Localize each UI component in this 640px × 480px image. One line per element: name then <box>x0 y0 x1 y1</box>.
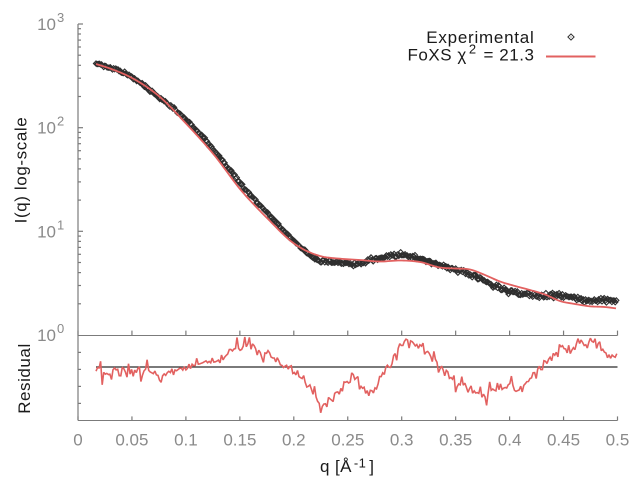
svg-text:0.1: 0.1 <box>174 431 198 450</box>
svg-text:0.25: 0.25 <box>331 431 364 450</box>
svg-text:0: 0 <box>57 321 64 336</box>
svg-text:FoXS χ2 = 21.3: FoXS χ2 = 21.3 <box>407 42 534 65</box>
svg-text:10: 10 <box>37 15 56 34</box>
svg-text:3: 3 <box>57 10 64 25</box>
svg-text:0.05: 0.05 <box>115 431 148 450</box>
svg-text:0: 0 <box>73 431 82 450</box>
svg-text:0.2: 0.2 <box>282 431 306 450</box>
svg-text:0.15: 0.15 <box>223 431 256 450</box>
svg-text:0.5: 0.5 <box>606 431 630 450</box>
svg-text:2: 2 <box>57 114 64 129</box>
svg-text:0.3: 0.3 <box>390 431 414 450</box>
svg-text:0.35: 0.35 <box>439 431 472 450</box>
svg-text:10: 10 <box>37 222 56 241</box>
svg-text:0.4: 0.4 <box>498 431 522 450</box>
svg-text:Residual: Residual <box>15 343 34 414</box>
svg-text:Experimental: Experimental <box>426 28 534 47</box>
svg-text:10: 10 <box>37 326 56 345</box>
svg-text:I(q) log-scale: I(q) log-scale <box>12 117 31 224</box>
svg-text:0.45: 0.45 <box>547 431 580 450</box>
svg-text:1: 1 <box>57 217 64 232</box>
svg-text:10: 10 <box>37 119 56 138</box>
